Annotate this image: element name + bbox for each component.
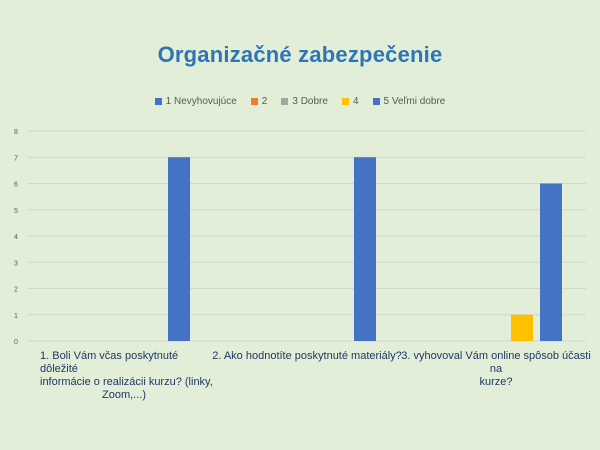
y-tick-label: 7	[14, 155, 18, 162]
category-label-line: Zoom,...)	[102, 389, 147, 401]
legend-item: 4	[341, 96, 359, 107]
legend-label: 4	[352, 96, 359, 107]
bar	[540, 183, 562, 341]
category-label: 2. Ako hodnotíte poskytnuté materiály?	[212, 350, 402, 363]
y-tick-label: 5	[14, 208, 18, 215]
legend-swatch	[372, 98, 380, 105]
chart-legend: 1 Nevyhovujúce 2 3 Dobre 4 5 Veľmi dobre	[0, 96, 600, 107]
y-tick-label: 0	[14, 339, 18, 346]
category-label: 1. Boli Vám včas poskytnuté dôležité inf…	[40, 350, 225, 402]
chart-title: Organizačné zabezpečenie	[157, 42, 443, 67]
y-tick-label: 6	[14, 182, 18, 189]
y-tick-label: 8	[14, 129, 18, 136]
bar	[168, 157, 190, 341]
legend-swatch	[341, 98, 349, 105]
category-label-line: 3. vyhovoval Vám online spôsob účasti na	[401, 350, 591, 375]
category-label-line: 1. Boli Vám včas poskytnuté	[40, 350, 179, 362]
category-label-line: informácie o realizácii kurzu? (linky,	[40, 376, 213, 388]
legend-label: 5 Veľmi dobre	[383, 96, 446, 107]
legend-item: 1 Nevyhovujúce	[154, 96, 237, 107]
legend-swatch	[281, 98, 289, 105]
category-label: 3. vyhovoval Vám online spôsob účasti na…	[396, 350, 596, 389]
category-label-line: dôležité	[40, 363, 78, 375]
category-label-line: kurze?	[479, 376, 513, 388]
y-tick-label: 2	[14, 287, 18, 294]
legend-label: 1 Nevyhovujúce	[165, 96, 237, 107]
legend-item: 2	[250, 96, 268, 107]
bar	[354, 157, 376, 341]
legend-label: 3 Dobre	[292, 96, 328, 107]
legend-swatch	[250, 98, 258, 105]
y-tick-label: 1	[14, 313, 18, 320]
y-tick-label: 4	[14, 234, 18, 241]
legend-swatch	[154, 98, 162, 105]
category-label-line: 2. Ako hodnotíte poskytnuté materiály?	[212, 350, 402, 362]
legend-item: 5 Veľmi dobre	[372, 96, 446, 107]
bar	[511, 314, 533, 341]
legend-label: 2	[261, 96, 268, 107]
legend-item: 3 Dobre	[281, 96, 328, 107]
y-tick-label: 3	[14, 260, 18, 267]
